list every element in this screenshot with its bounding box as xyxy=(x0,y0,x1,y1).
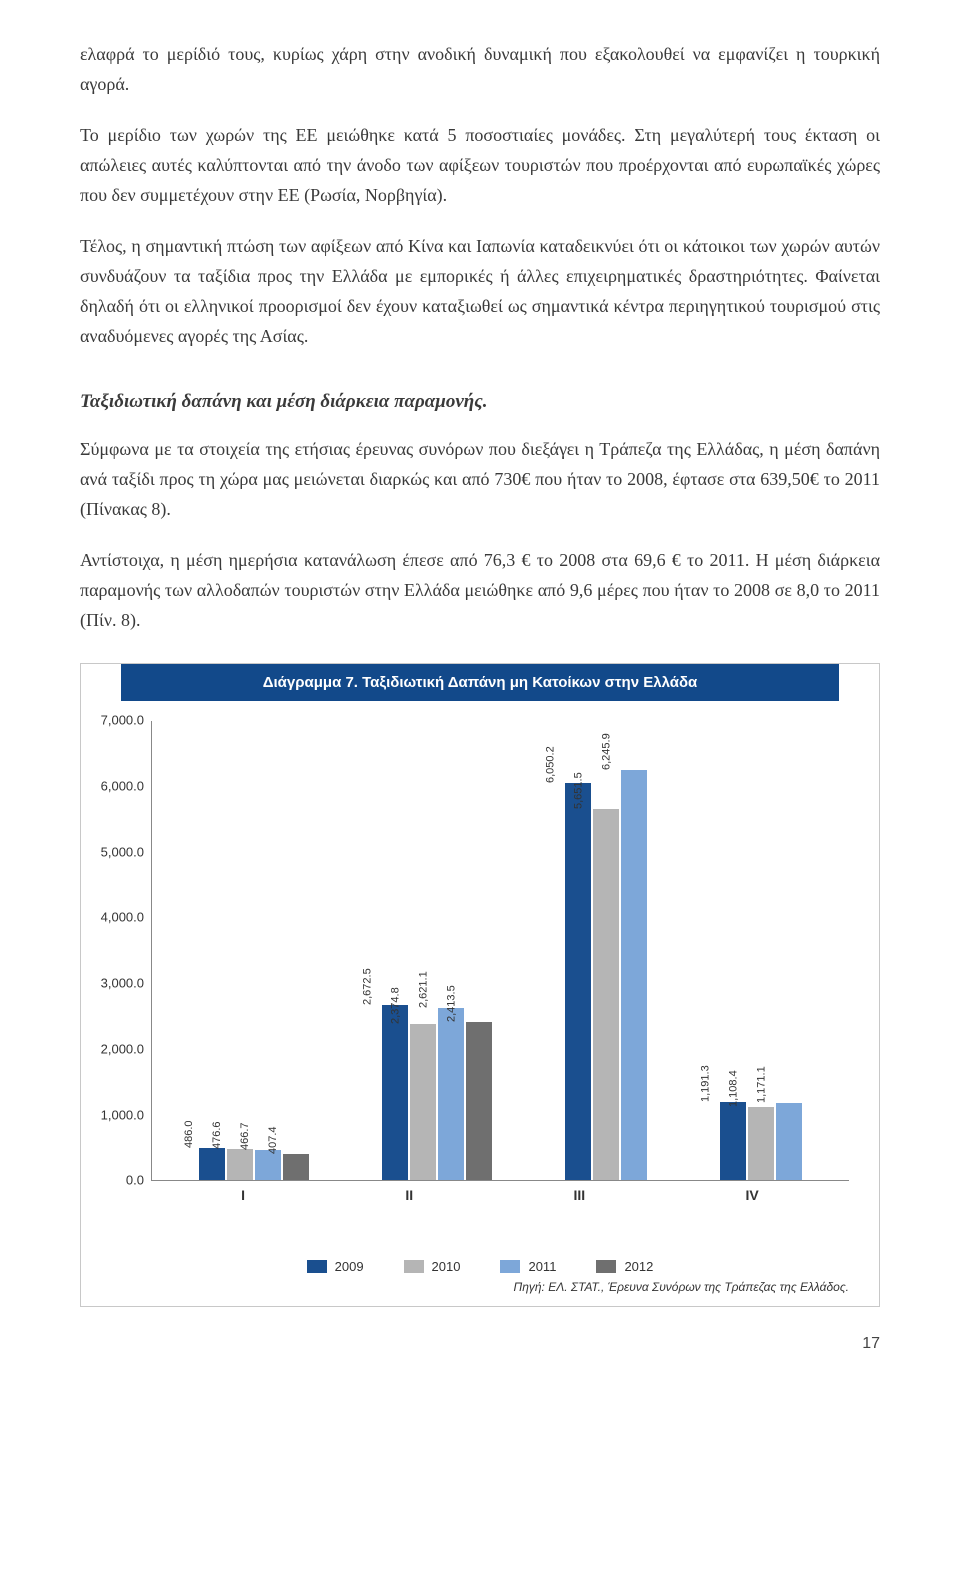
body-paragraph: Τέλος, η σημαντική πτώση των αφίξεων από… xyxy=(80,232,880,351)
legend-swatch xyxy=(404,1260,424,1273)
chart-bar: 6,050.2 xyxy=(565,783,591,1181)
body-paragraph: Το μερίδιο των χωρών της ΕΕ μειώθηκε κατ… xyxy=(80,121,880,210)
chart-bar: 6,245.9 xyxy=(621,770,647,1180)
chart-bar: 466.7 xyxy=(255,1150,281,1181)
chart-bar: 1,171.1 xyxy=(776,1103,802,1180)
chart-bar-group: 6,050.25,651.56,245.9 xyxy=(565,721,647,1180)
chart-bar: 407.4 xyxy=(283,1154,309,1181)
legend-swatch xyxy=(500,1260,520,1273)
chart-bar: 2,413.5 xyxy=(466,1022,492,1181)
legend-item: 2009 xyxy=(307,1259,364,1274)
chart-bar-value-label: 486.0 xyxy=(183,1121,195,1149)
body-paragraph: Αντίστοιχα, η μέση ημερήσια κατανάλωση έ… xyxy=(80,546,880,635)
chart-bar: 476.6 xyxy=(227,1149,253,1180)
chart-bar-value-label: 1,171.1 xyxy=(756,1067,768,1104)
legend-label: 2009 xyxy=(335,1259,364,1274)
chart-bar-group: 486.0476.6466.7407.4 xyxy=(199,721,309,1180)
page-number: 17 xyxy=(80,1335,880,1353)
legend-item: 2011 xyxy=(500,1259,556,1274)
chart-bar-group: 2,672.52,374.82,621.12,413.5 xyxy=(382,721,492,1180)
chart-bar-value-label: 1,108.4 xyxy=(728,1071,740,1108)
chart-bar-value-label: 466.7 xyxy=(239,1122,251,1150)
legend-item: 2012 xyxy=(596,1259,653,1274)
chart-bar: 2,374.8 xyxy=(410,1024,436,1180)
chart-bar-value-label: 407.4 xyxy=(267,1126,279,1154)
chart-bar: 1,191.3 xyxy=(720,1102,746,1180)
chart-y-tick: 3,000.0 xyxy=(84,976,144,991)
legend-item: 2010 xyxy=(404,1259,461,1274)
chart-bar: 1,108.4 xyxy=(748,1107,774,1180)
chart-bar-value-label: 5,651.5 xyxy=(573,772,585,809)
chart-bar-value-label: 2,621.1 xyxy=(418,971,430,1008)
chart-title: Διάγραμμα 7. Ταξιδιωτική Δαπάνη μη Κατοί… xyxy=(121,664,839,701)
chart-bar-value-label: 476.6 xyxy=(211,1121,223,1149)
chart-y-tick: 7,000.0 xyxy=(84,713,144,728)
chart-legend: 2009 2010 2011 2012 xyxy=(81,1259,879,1274)
legend-swatch xyxy=(596,1260,616,1273)
chart-bar: 2,621.1 xyxy=(438,1008,464,1180)
chart-bar-group: 1,191.31,108.41,171.1 xyxy=(720,721,802,1180)
legend-swatch xyxy=(307,1260,327,1273)
chart-y-tick: 6,000.0 xyxy=(84,779,144,794)
chart-bar: 486.0 xyxy=(199,1148,225,1180)
chart-area: 486.0476.6466.7407.42,672.52,374.82,621.… xyxy=(81,701,879,1241)
chart-bar-value-label: 2,413.5 xyxy=(446,985,458,1022)
chart-y-tick: 1,000.0 xyxy=(84,1107,144,1122)
chart-bar-value-label: 1,191.3 xyxy=(700,1065,712,1102)
legend-label: 2010 xyxy=(432,1259,461,1274)
chart-y-tick: 4,000.0 xyxy=(84,910,144,925)
legend-label: 2012 xyxy=(624,1259,653,1274)
chart-bar-value-label: 6,245.9 xyxy=(601,733,613,770)
chart-bar-value-label: 6,050.2 xyxy=(545,746,557,783)
chart-x-labels: IIIIIIIV xyxy=(151,1181,849,1203)
legend-label: 2011 xyxy=(528,1259,556,1274)
chart-container: Διάγραμμα 7. Ταξιδιωτική Δαπάνη μη Κατοί… xyxy=(80,663,880,1307)
chart-y-tick: 0.0 xyxy=(84,1173,144,1188)
chart-x-tick: II xyxy=(405,1187,413,1203)
chart-bar: 5,651.5 xyxy=(593,809,619,1180)
chart-y-tick: 2,000.0 xyxy=(84,1041,144,1056)
body-paragraph: Σύμφωνα με τα στοιχεία της ετήσιας έρευν… xyxy=(80,435,880,524)
chart-bar-value-label: 2,374.8 xyxy=(390,988,402,1025)
chart-x-tick: IV xyxy=(746,1187,759,1203)
chart-bar-value-label: 2,672.5 xyxy=(362,968,374,1005)
chart-x-tick: III xyxy=(574,1187,586,1203)
chart-y-tick: 5,000.0 xyxy=(84,844,144,859)
chart-source: Πηγή: ΕΛ. ΣΤΑΤ., Έρευνα Συνόρων της Τράπ… xyxy=(81,1274,879,1306)
chart-bar: 2,672.5 xyxy=(382,1005,408,1181)
body-paragraph: ελαφρά το μερίδιό τους, κυρίως χάρη στην… xyxy=(80,40,880,99)
chart-plot: 486.0476.6466.7407.42,672.52,374.82,621.… xyxy=(151,721,849,1181)
chart-bar-groups: 486.0476.6466.7407.42,672.52,374.82,621.… xyxy=(152,721,849,1180)
section-heading: Ταξιδιωτική δαπάνη και μέση διάρκεια παρ… xyxy=(80,391,880,413)
chart-x-tick: I xyxy=(241,1187,245,1203)
